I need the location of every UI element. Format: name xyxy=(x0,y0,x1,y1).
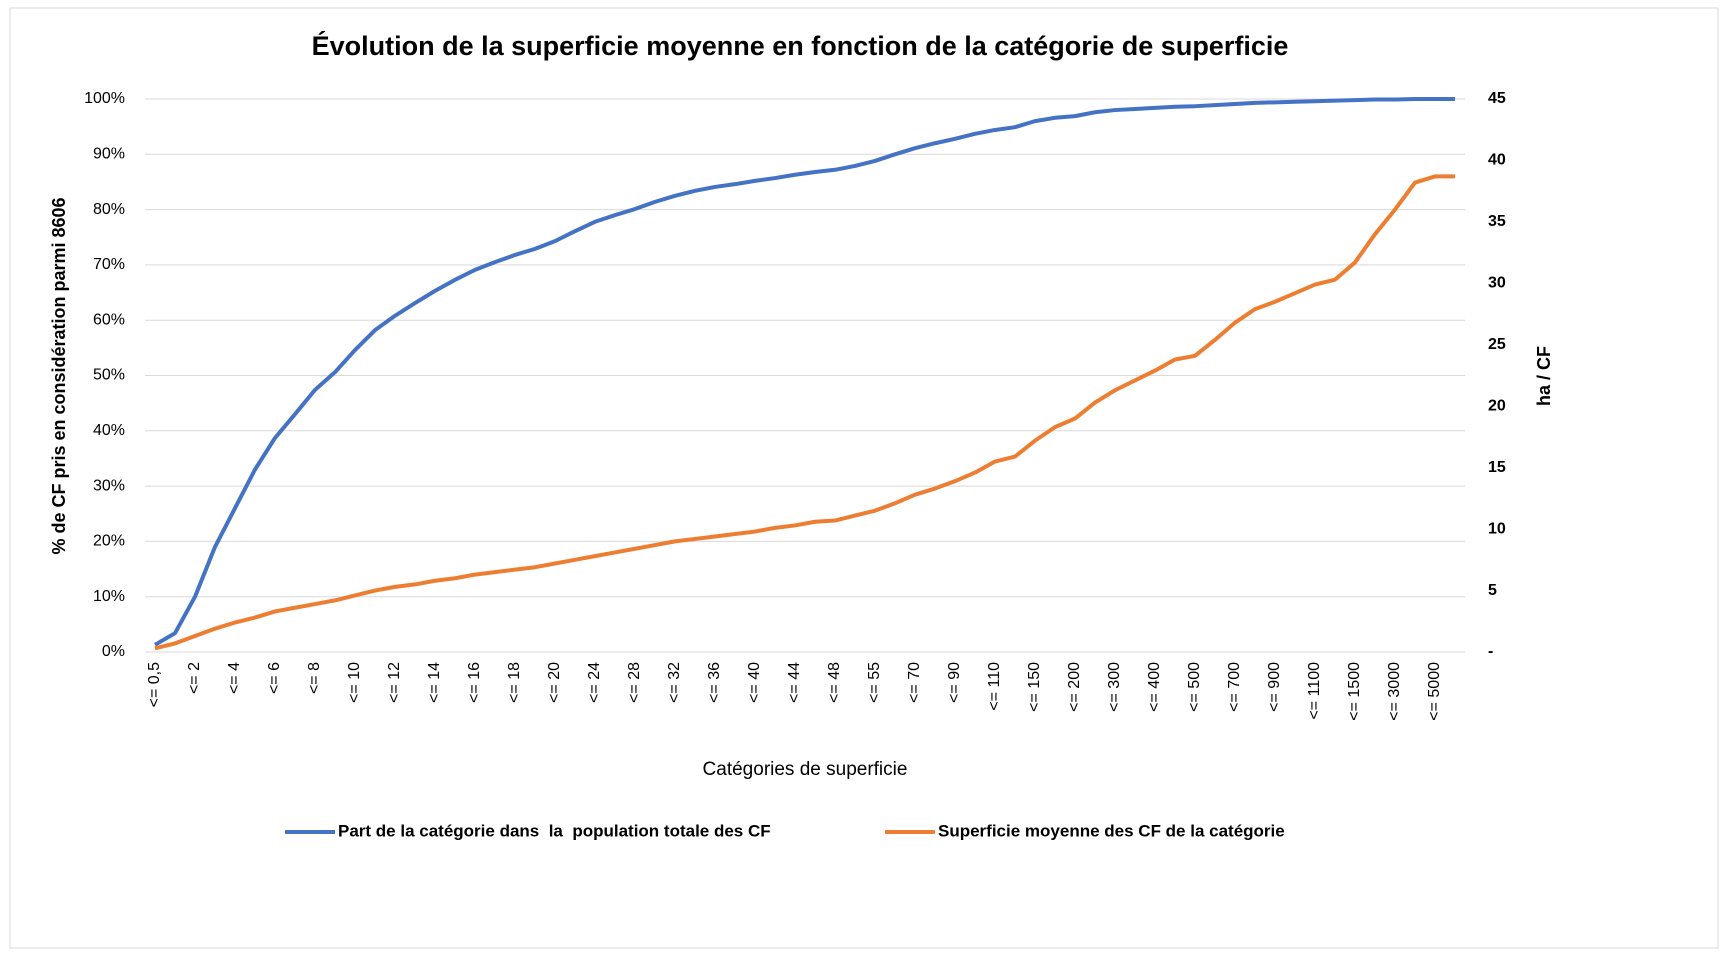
y-tick-label: 10% xyxy=(93,588,125,605)
x-tick-label: <= 1100 xyxy=(1306,662,1323,720)
y-tick-label: 30% xyxy=(93,477,125,494)
x-tick-label: <= 70 xyxy=(906,662,923,703)
y-tick-label: 20% xyxy=(93,533,125,550)
series-line xyxy=(153,97,1455,647)
y-tick-label: 60% xyxy=(93,311,125,328)
x-tick-label: <= 10 xyxy=(346,662,363,703)
legend-label: Part de la catégorie dans la population … xyxy=(338,821,771,840)
legend-label: Superficie moyenne des CF de la catégori… xyxy=(938,821,1285,840)
y-axis-label: % de CF pris en considération parmi 8606 xyxy=(49,197,69,554)
y2-tick-label: 40 xyxy=(1488,152,1506,169)
y2-tick-label: 5 xyxy=(1488,582,1497,599)
y2-tick-label: 10 xyxy=(1488,520,1506,537)
x-axis-label: Catégories de superficie xyxy=(703,759,908,780)
x-tick-label: <= 36 xyxy=(706,662,723,703)
chart-border xyxy=(9,7,1719,949)
x-tick-label: <= 40 xyxy=(746,662,763,703)
x-tick-label: <= 150 xyxy=(1026,662,1043,712)
y2-tick-label: 15 xyxy=(1488,459,1506,476)
x-tick-label: <= 20 xyxy=(546,662,563,703)
x-tick-label: <= 500 xyxy=(1186,662,1203,712)
x-tick-label: <= 0,5 xyxy=(146,662,163,707)
y2-tick-label: 25 xyxy=(1488,336,1506,353)
y2-tick-label: - xyxy=(1488,643,1493,660)
y2-tick-label: 35 xyxy=(1488,213,1506,230)
x-tick-label: <= 300 xyxy=(1106,662,1123,712)
x-tick-label: <= 110 xyxy=(986,662,1003,711)
x-tick-label: <= 12 xyxy=(386,662,403,703)
x-tick-label: <= 28 xyxy=(626,662,643,703)
x-tick-label: <= 14 xyxy=(426,662,443,703)
x-tick-label: <= 2 xyxy=(186,662,203,694)
x-tick-label: <= 32 xyxy=(666,662,683,703)
x-tick-label: <= 6 xyxy=(266,662,283,694)
x-tick-label: <= 400 xyxy=(1146,662,1163,712)
y2-tick-label: 45 xyxy=(1488,90,1506,107)
x-tick-label: <= 44 xyxy=(786,662,803,703)
x-tick-label: <= 48 xyxy=(826,662,843,703)
x-tick-label: <= 55 xyxy=(866,662,883,703)
y2-axis-label: ha / CF xyxy=(1534,346,1554,406)
y-tick-label: 80% xyxy=(93,201,125,218)
x-tick-label: <= 1500 xyxy=(1346,662,1363,721)
x-tick-label: <= 4 xyxy=(226,662,243,694)
x-tick-label: <= 200 xyxy=(1066,662,1083,712)
y-tick-label: 100% xyxy=(84,90,125,107)
x-tick-label: <= 8 xyxy=(306,662,323,694)
y2-tick-label: 30 xyxy=(1488,275,1506,292)
x-tick-label: <= 5000 xyxy=(1426,662,1443,721)
y-tick-label: 50% xyxy=(93,367,125,384)
y2-tick-label: 20 xyxy=(1488,397,1506,414)
y-tick-label: 0% xyxy=(102,643,125,660)
x-tick-label: <= 700 xyxy=(1226,662,1243,712)
x-tick-label: <= 16 xyxy=(466,662,483,703)
chart-title: Évolution de la superficie moyenne en fo… xyxy=(312,30,1289,61)
x-tick-label: <= 90 xyxy=(946,662,963,703)
y-tick-label: 90% xyxy=(93,146,125,163)
y-tick-label: 70% xyxy=(93,256,125,273)
series-line xyxy=(154,174,1455,651)
x-tick-label: <= 24 xyxy=(586,662,603,703)
x-tick-label: <= 18 xyxy=(506,662,523,703)
y-tick-label: 40% xyxy=(93,422,125,439)
x-tick-label: <= 900 xyxy=(1266,662,1283,712)
x-tick-label: <= 3000 xyxy=(1386,662,1403,721)
